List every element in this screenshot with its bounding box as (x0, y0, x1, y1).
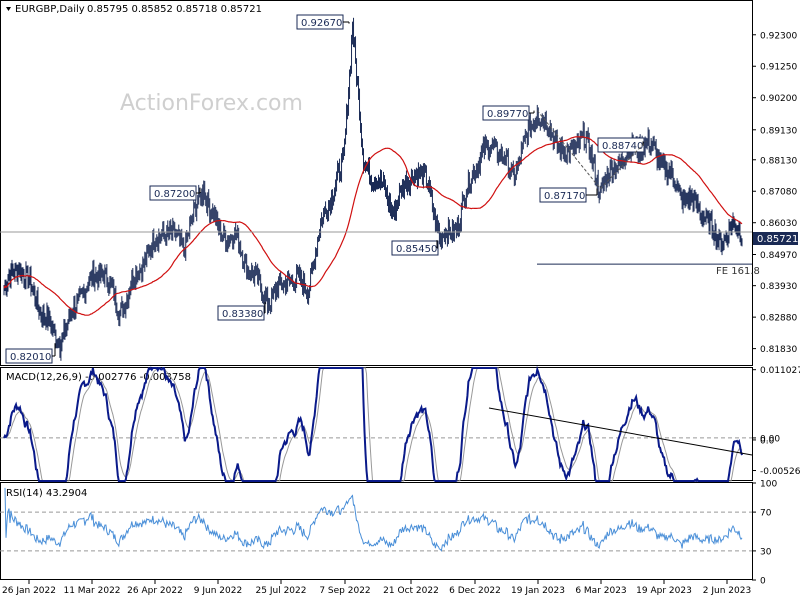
time-tick-label: 7 Sep 2022 (319, 586, 370, 596)
price-tick-label: 0.90200 (760, 94, 797, 104)
symbol-label: EURGBP,Daily (15, 4, 85, 15)
callout-label: 0.83380 (222, 309, 263, 320)
time-tick-label: 26 Apr 2022 (127, 586, 183, 596)
price-tick-label: 0.87080 (760, 188, 797, 198)
rsi-tick-label: 70 (760, 509, 772, 519)
moving-average-line (3, 136, 743, 316)
price-tick-label: 0.89130 (760, 126, 797, 136)
rsi-axis: 100 70 30 0 (752, 480, 777, 587)
callout-label: 0.88740 (602, 141, 643, 152)
time-tick-label: 25 Jul 2022 (256, 586, 307, 596)
time-tick-label: 6 Mar 2023 (575, 586, 626, 596)
price-tick-label: 0.86030 (760, 219, 797, 229)
time-tick-label: 19 Apr 2023 (636, 586, 692, 596)
macd-trendline (488, 407, 753, 456)
macd-line (3, 365, 743, 483)
ohlc-values: 0.85795 0.85852 0.85718 0.85721 (87, 4, 262, 15)
dashed-swing-line (536, 110, 647, 190)
rsi-tick-label: 30 (760, 547, 772, 557)
price-bars (3, 17, 743, 361)
macd-tick-label: -0.005267 (760, 467, 800, 477)
time-tick-label: 19 Jan 2023 (511, 586, 565, 596)
time-tick-label: 6 Dec 2022 (449, 586, 501, 596)
price-tick-label: 0.82880 (760, 314, 797, 324)
time-tick-label: 11 Mar 2022 (63, 586, 120, 596)
time-tick-label: 2 Jun 2023 (703, 586, 751, 596)
callout-label: 0.87170 (544, 191, 585, 202)
rsi-tick-label: 100 (760, 480, 777, 490)
time-tick-label: 26 Jan 2022 (2, 586, 56, 596)
callout-label: 0.92670 (301, 18, 342, 29)
callout-label: 0.87200 (154, 189, 195, 200)
rsi-panel-frame (0, 482, 753, 580)
last-price-box (753, 232, 798, 245)
macd-axis: 0.011027 0.000.0 -0.005267 (752, 366, 800, 477)
price-tick-label: 0.83930 (760, 282, 797, 292)
price-panel: ActionForex.com 0.92300 0.91250 0.90200 0.8… (0, 0, 798, 366)
time-tick-label: 21 Oct 2022 (383, 586, 439, 596)
callout-label: 0.82010 (10, 352, 51, 363)
price-panel-frame (0, 0, 753, 366)
swing-callouts: 0.82010 0.87200 0.83380 0.92670 0.85450 0.897… (5, 14, 645, 364)
callout-label: 0.89770 (487, 109, 528, 120)
price-tick-label: 0.92300 (760, 31, 797, 41)
rsi-title: RSI(14) 43.2904 (6, 488, 87, 499)
macd-tick-label: 0.011027 (760, 366, 800, 376)
price-tick-label: 0.81830 (760, 345, 797, 355)
time-axis: 26 Jan 2022 11 Mar 2022 26 Apr 2022 9 Jun 2… (2, 580, 751, 596)
rsi-tick-label: 0 (760, 577, 766, 587)
price-tick-label: 0.84970 (760, 251, 797, 261)
time-tick-label: 9 Jun 2022 (194, 586, 242, 596)
price-axis: 0.92300 0.91250 0.90200 0.89130 0.88130 0.870… (752, 31, 797, 355)
price-tick-label: 0.88130 (760, 156, 797, 166)
last-price-label: 0.85721 (757, 234, 798, 245)
fe-label: FE 161.8 (716, 266, 760, 277)
price-tick-label: 0.91250 (760, 63, 797, 73)
rsi-panel: RSI(14) 43.2904 100 70 30 0 (0, 480, 777, 587)
macd-panel: MACD(12,26,9) -0.002776 -0.003758 0.0110… (0, 365, 800, 483)
dropdown-triangle-icon[interactable] (6, 7, 11, 11)
watermark: ActionForex.com (120, 91, 303, 116)
macd-tick-label: 0.00 (760, 434, 780, 444)
macd-title: MACD(12,26,9) -0.002776 -0.003758 (6, 372, 191, 383)
rsi-line (4, 487, 743, 552)
callout-label: 0.85450 (396, 244, 437, 255)
macd-tick-label: 0.0 (760, 436, 775, 446)
